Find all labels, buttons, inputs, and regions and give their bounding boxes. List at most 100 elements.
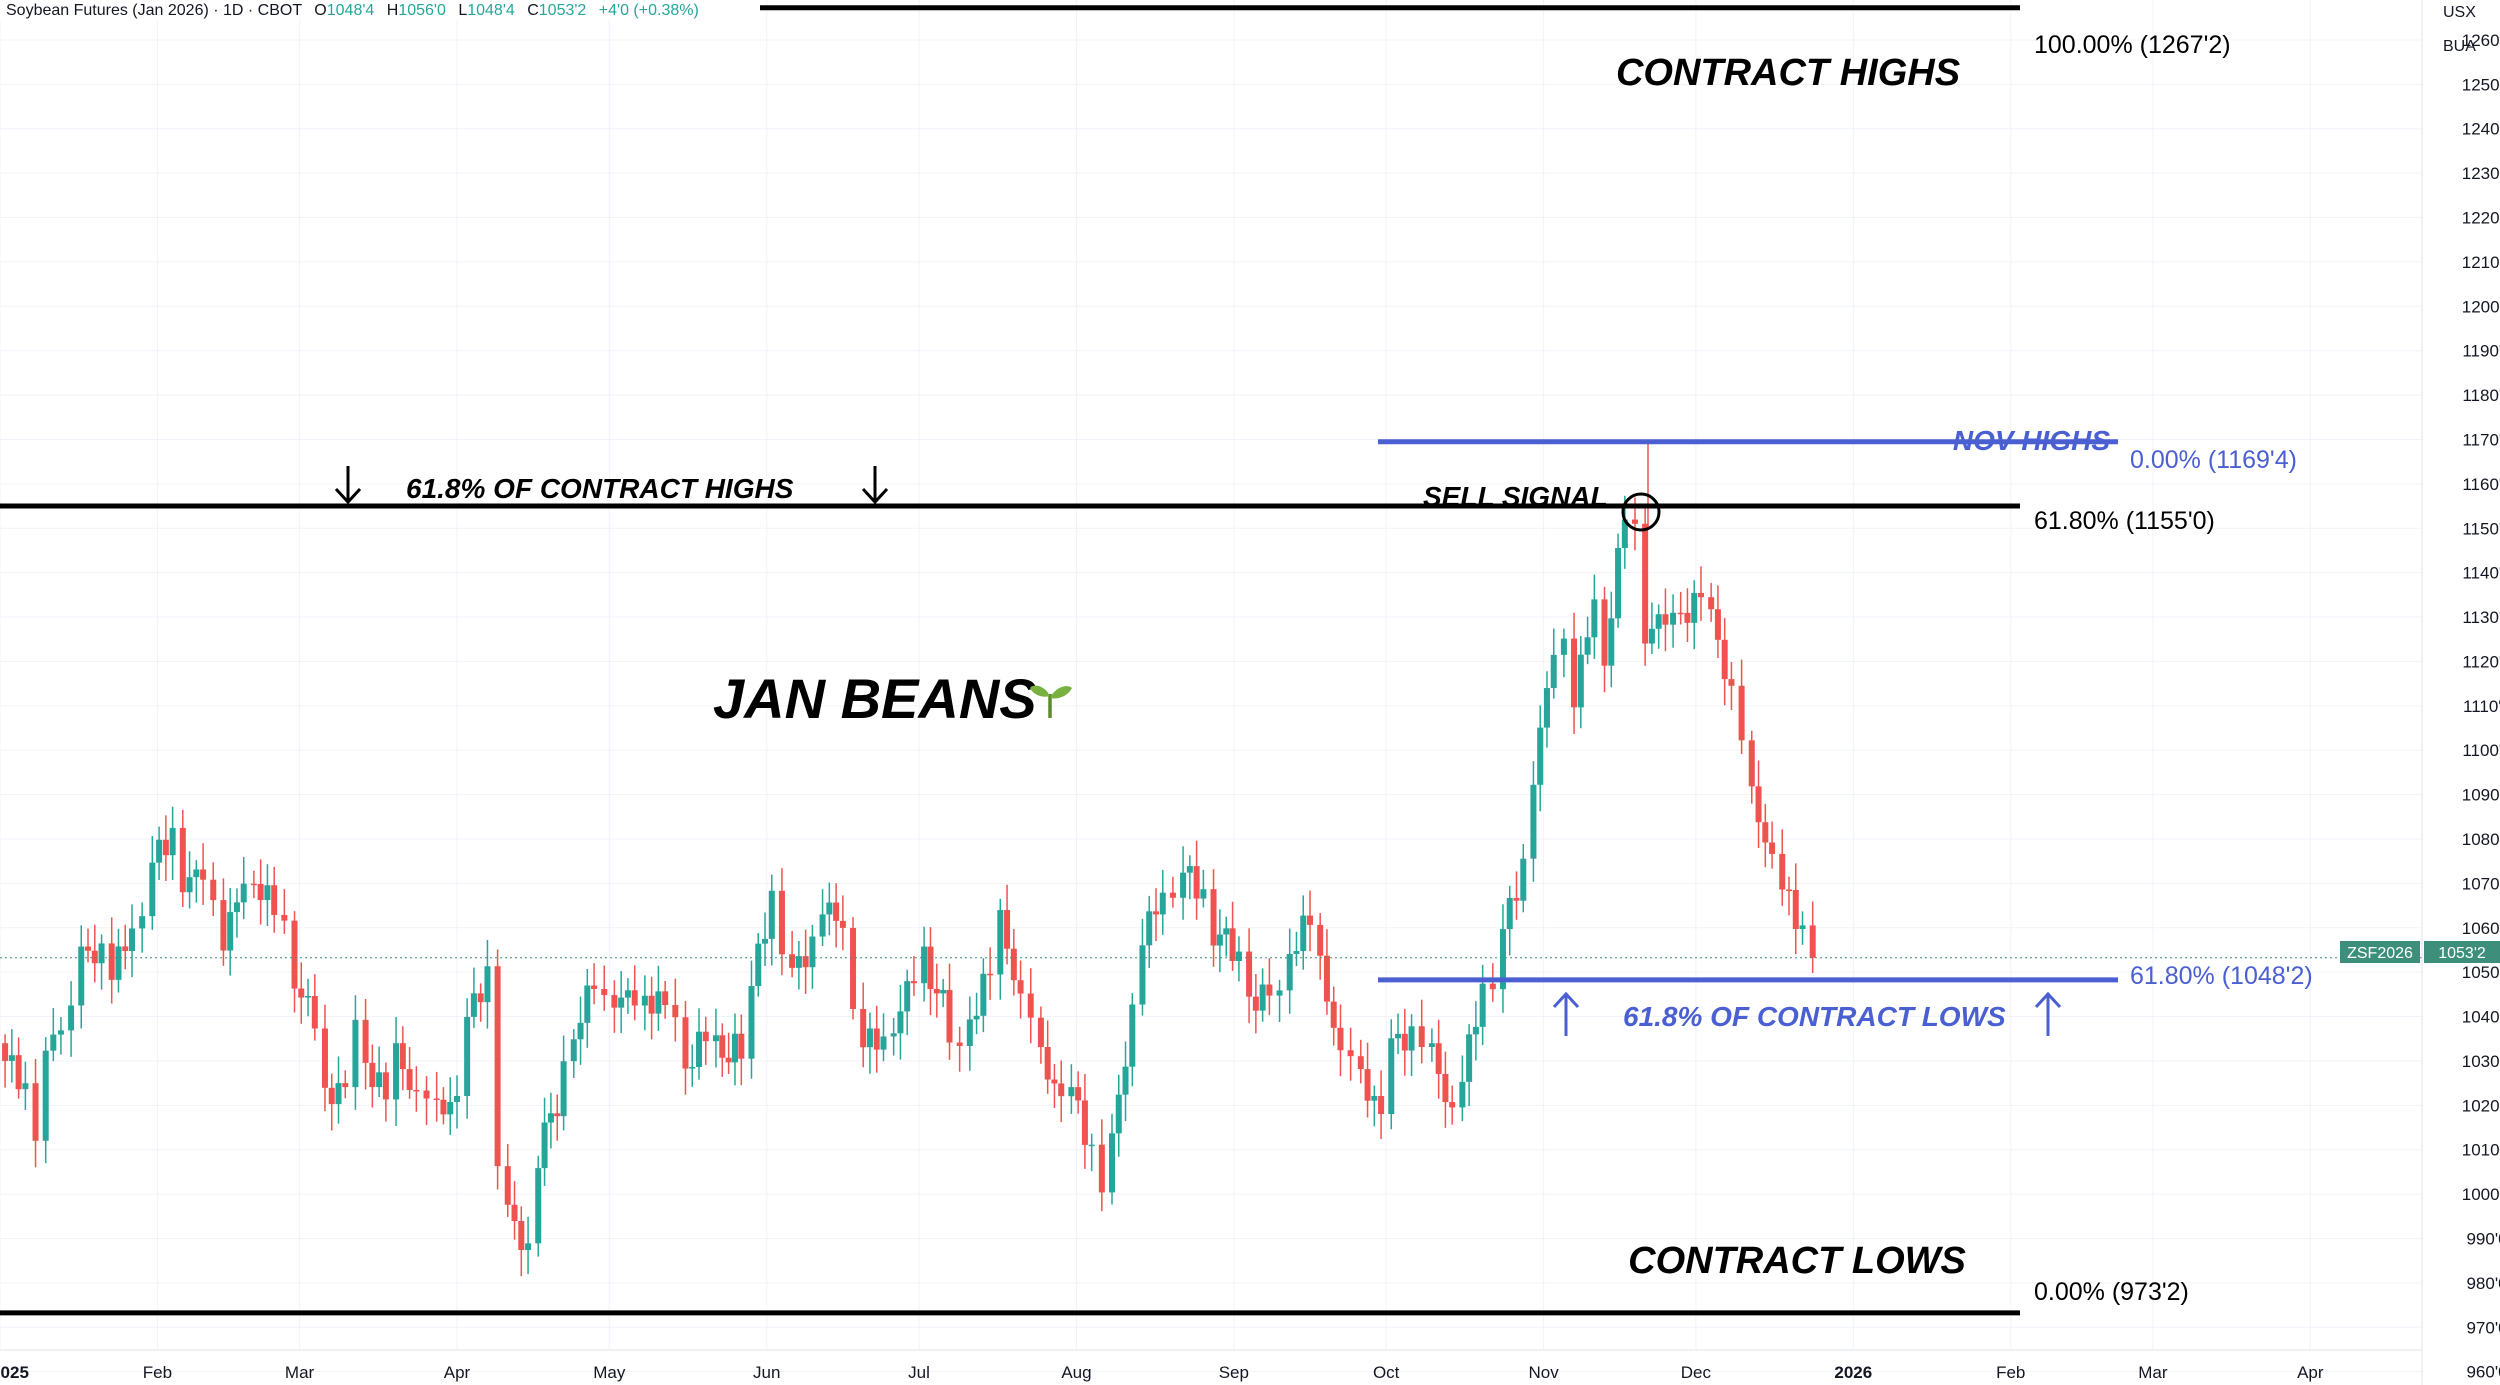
candle-body [1449,1102,1456,1108]
candle-body [1762,822,1769,843]
candle-body [511,1204,518,1222]
price-tick-label: 1130'0 [2462,608,2500,627]
candle-body [1513,898,1520,901]
svg-text:Soybean Futures (Jan 2026) · 1: Soybean Futures (Jan 2026) · 1D · CBOT O… [6,2,699,19]
candle-body [1115,1094,1122,1134]
candle-body [768,890,775,939]
candle-body [696,1031,703,1067]
last-price-marker: ZSF2026 1053'2 [2340,941,2500,963]
candle-body [577,1022,584,1040]
candle-body [762,938,769,944]
candle-body [369,1062,376,1088]
candle-body [1068,1087,1075,1097]
candle-body [240,883,247,903]
candle-body [541,1122,548,1169]
candle-body [1051,1079,1058,1084]
candle-body [1408,1026,1415,1051]
time-tick-label: Apr [2297,1363,2324,1382]
price-tick-label: 1120'0 [2462,652,2500,671]
open-value: 1048'4 [327,2,375,19]
time-tick-label: Dec [1681,1363,1712,1382]
candle-body [1631,519,1638,524]
candle-body [1755,786,1762,823]
up-arrow-icon [1552,991,1580,1036]
candle-body [1401,1033,1408,1051]
high-value: 1056'0 [398,2,446,19]
candle-body [1229,928,1236,961]
candle-body [1286,953,1293,991]
candle-body [1193,866,1200,899]
candle-body [50,1034,57,1051]
candle-body [328,1087,335,1105]
candle-body [1721,639,1728,680]
candle-body [98,943,105,964]
candle-body [477,993,484,1003]
candle-body [1058,1083,1065,1097]
candle-body [447,1101,454,1115]
candle-body [850,927,857,1009]
candle-body [149,862,156,917]
candle-body [927,946,934,989]
candle-body [789,954,796,968]
candle-body [1152,911,1159,915]
grid-lines [0,0,2422,1373]
candle-body [1246,951,1253,997]
level-0-nov-label: 0.00% (1169'4) [2130,446,2297,474]
candle-body [1330,1001,1337,1028]
candle-body [1017,980,1024,994]
candle-body [1200,889,1207,899]
sell-signal-label: SELL SIGNAL [1423,481,1608,512]
price-tick-label: 1230'0 [2462,164,2500,183]
time-tick-label: Mar [285,1363,315,1382]
candle-body [1323,955,1330,1002]
candle-body [535,1168,542,1244]
candle-body [618,997,625,1008]
candle-body [1371,1095,1378,1101]
time-tick-label: Jun [753,1363,780,1382]
candle-body [1442,1073,1449,1103]
candle-body [554,1113,561,1117]
close-value: 1053'2 [539,2,587,19]
candle-body [271,885,278,915]
time-tick-label: Jul [908,1363,930,1382]
candle-body [966,1019,973,1046]
candle-body [712,1035,719,1042]
candle-body [139,916,146,929]
price-tick-label: 1090'0 [2462,786,2500,805]
price-scale[interactable]: USX BUA 1260'0 1250'0 1240'0 1230'0 1220'0 12… [2421,0,2500,1385]
candle-body [342,1083,349,1088]
candle-body [795,956,802,968]
candle-body [470,993,477,1017]
candle-body [220,900,227,951]
candle-body [108,943,115,980]
candle-body [1584,637,1591,655]
time-tick-label: Sep [1219,1363,1249,1382]
candle-body [1550,654,1557,689]
candle-body [1799,925,1806,930]
candle-body [1186,866,1193,873]
candle-body [1357,1056,1364,1070]
candle-body [1520,858,1527,901]
candle-body [169,827,176,856]
contract-lows-label: CONTRACT LOWS [1628,1240,1966,1282]
price-tick-label: 1170'0 [2462,430,2500,449]
low-label: L [458,2,467,19]
candle-body [1648,628,1655,644]
candle-body [2,1043,9,1061]
candle-body [68,1005,75,1031]
candle-body [748,986,755,1059]
level-618-high-label: 61.80% (1155'0) [2034,507,2215,535]
price-tick-label: 1110'0 [2463,697,2500,716]
candle-body [560,1061,567,1117]
fib-highs-label: 61.8% OF CONTRACT HIGHS [406,473,794,504]
symbol-legend[interactable]: Soybean Futures (Jan 2026) · 1D · CBOT O… [0,0,760,20]
price-tick-label: 1160'0 [2462,475,2500,494]
candle-body [1728,679,1735,686]
candle-body [890,1033,897,1037]
candle-body [382,1072,389,1100]
chart-title: JAN BEANS [713,667,1037,730]
candle-body [1714,609,1721,640]
candle-body [1307,915,1314,925]
